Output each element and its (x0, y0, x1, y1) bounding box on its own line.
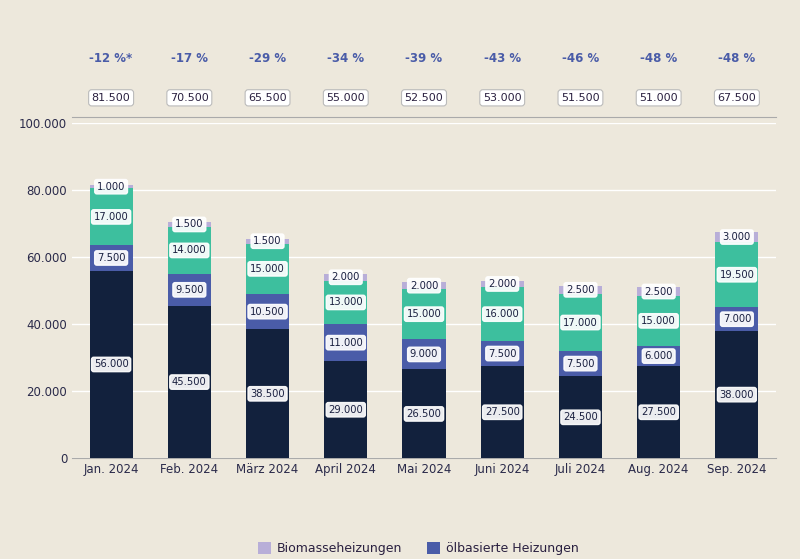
Text: 38.500: 38.500 (250, 389, 285, 399)
Legend: Biomasseheizungen, Wärmepumpen, ölbasierte Heizungen, gasbasierte Heizungen: Biomasseheizungen, Wärmepumpen, ölbasier… (253, 537, 595, 559)
Text: 56.000: 56.000 (94, 359, 129, 369)
Text: 81.500: 81.500 (92, 93, 130, 103)
Bar (637, 287, 680, 296)
Text: -43 %: -43 % (484, 52, 521, 65)
Text: -48 %: -48 % (640, 52, 678, 65)
Text: 70.500: 70.500 (170, 93, 209, 103)
Bar (481, 281, 524, 287)
Bar (481, 341, 524, 366)
Bar (90, 188, 133, 245)
Text: 67.500: 67.500 (718, 93, 756, 103)
Text: -17 %: -17 % (171, 52, 208, 65)
Bar (324, 324, 367, 361)
Bar (637, 346, 680, 366)
Text: 19.500: 19.500 (719, 270, 754, 280)
Bar (637, 296, 680, 346)
Bar (481, 287, 524, 341)
Bar (90, 185, 133, 188)
Bar (715, 232, 758, 242)
Text: 2.000: 2.000 (331, 272, 360, 282)
Text: 16.000: 16.000 (485, 309, 519, 319)
Text: 6.000: 6.000 (645, 351, 673, 361)
Bar (324, 281, 367, 324)
Bar (637, 366, 680, 458)
Bar (246, 329, 289, 458)
Bar (559, 286, 602, 294)
Text: 27.500: 27.500 (642, 408, 676, 417)
Text: 52.500: 52.500 (405, 93, 443, 103)
Bar (246, 244, 289, 294)
Bar (324, 274, 367, 281)
Bar (715, 331, 758, 458)
Bar (715, 242, 758, 307)
Bar (715, 307, 758, 331)
Bar (168, 227, 211, 274)
Text: -48 %: -48 % (718, 52, 755, 65)
Bar (559, 376, 602, 458)
Bar (246, 294, 289, 329)
Text: 14.000: 14.000 (172, 245, 206, 255)
Bar (402, 369, 446, 458)
Text: 29.000: 29.000 (329, 405, 363, 415)
Bar (402, 339, 446, 369)
Text: 11.000: 11.000 (329, 338, 363, 348)
Text: 2.500: 2.500 (645, 287, 673, 296)
Text: 1.500: 1.500 (254, 236, 282, 246)
Text: 24.500: 24.500 (563, 413, 598, 422)
Text: 2.000: 2.000 (488, 279, 517, 289)
Text: 2.500: 2.500 (566, 285, 594, 295)
Text: 51.000: 51.000 (639, 93, 678, 103)
Text: 9.500: 9.500 (175, 285, 203, 295)
Text: -12 %*: -12 %* (90, 52, 133, 65)
Text: 10.500: 10.500 (250, 307, 285, 316)
Bar (402, 289, 446, 339)
Bar (559, 294, 602, 351)
Text: 65.500: 65.500 (248, 93, 287, 103)
Text: 7.000: 7.000 (722, 314, 751, 324)
Bar (481, 366, 524, 458)
Bar (90, 271, 133, 458)
Text: 7.500: 7.500 (97, 253, 126, 263)
Bar (559, 351, 602, 376)
Text: -34 %: -34 % (327, 52, 364, 65)
Text: 9.000: 9.000 (410, 349, 438, 359)
Text: 26.500: 26.500 (406, 409, 442, 419)
Bar (168, 306, 211, 458)
Text: 53.000: 53.000 (483, 93, 522, 103)
Text: 3.000: 3.000 (722, 232, 751, 242)
Text: 51.500: 51.500 (561, 93, 600, 103)
Text: 17.000: 17.000 (563, 318, 598, 328)
Text: -46 %: -46 % (562, 52, 599, 65)
Text: 15.000: 15.000 (642, 316, 676, 326)
Bar (402, 282, 446, 289)
Bar (324, 361, 367, 458)
Text: 55.000: 55.000 (326, 93, 365, 103)
Bar (168, 274, 211, 306)
Bar (246, 239, 289, 244)
Text: 13.000: 13.000 (329, 297, 363, 307)
Text: 7.500: 7.500 (488, 349, 517, 358)
Bar (90, 245, 133, 271)
Bar (168, 222, 211, 227)
Text: 27.500: 27.500 (485, 408, 520, 417)
Text: 7.500: 7.500 (566, 359, 594, 368)
Text: 15.000: 15.000 (250, 264, 285, 274)
Text: 15.000: 15.000 (406, 309, 442, 319)
Text: 45.500: 45.500 (172, 377, 206, 387)
Text: 1.000: 1.000 (97, 182, 126, 192)
Text: 1.500: 1.500 (175, 220, 203, 229)
Text: 17.000: 17.000 (94, 212, 129, 222)
Text: -39 %: -39 % (406, 52, 442, 65)
Text: -29 %: -29 % (249, 52, 286, 65)
Text: 38.000: 38.000 (720, 390, 754, 400)
Text: 2.000: 2.000 (410, 281, 438, 291)
